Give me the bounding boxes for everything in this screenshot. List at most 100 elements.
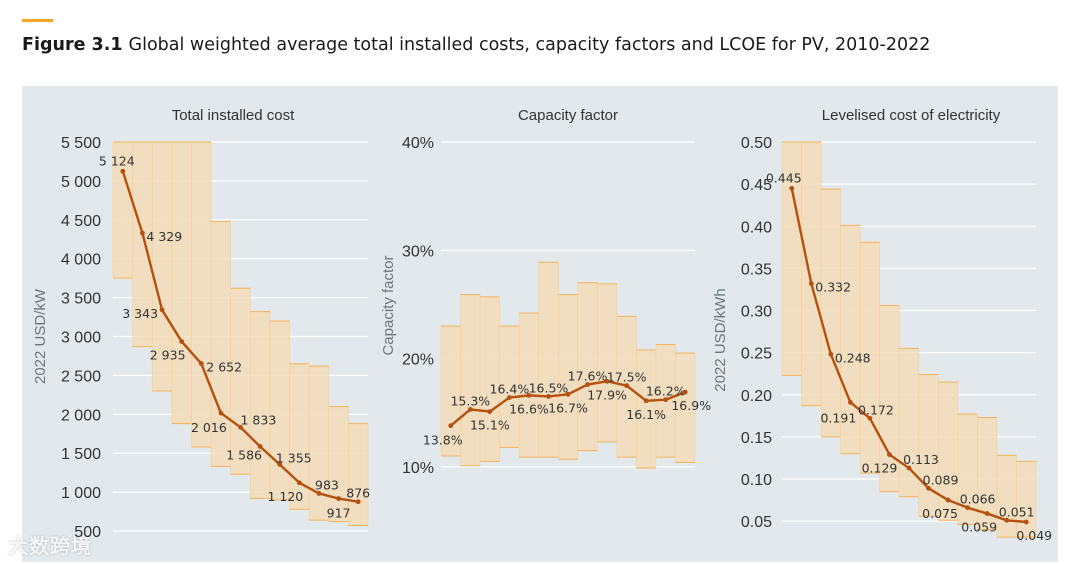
- data-label: 16.4%: [490, 382, 530, 397]
- data-label: 983: [315, 477, 339, 492]
- range-band-2014: [191, 141, 212, 448]
- y-tick-label: 3 500: [61, 291, 101, 308]
- figure-title: Figure 3.1 Global weighted average total …: [22, 35, 930, 55]
- data-label: 1 355: [276, 450, 312, 465]
- data-point-2017: [926, 485, 931, 491]
- range-band-2017: [577, 282, 598, 451]
- data-label: 17.9%: [587, 387, 627, 402]
- range-band-2018: [597, 283, 618, 443]
- data-point-2010: [448, 423, 454, 429]
- y-tick-label: 0.20: [741, 388, 772, 405]
- data-point-2018: [604, 378, 610, 384]
- y-tick-label: 4 500: [61, 213, 101, 230]
- y-tick-label: 5 000: [61, 174, 101, 191]
- data-point-2011: [808, 281, 814, 286]
- chart-title: Capacity factor: [518, 107, 618, 124]
- y-tick-label: 0.05: [741, 514, 772, 531]
- data-point-2015: [218, 410, 224, 416]
- data-label: 16.7%: [548, 400, 588, 415]
- data-point-2022: [355, 499, 361, 505]
- data-point-2019: [296, 480, 302, 486]
- data-label: 3 343: [122, 306, 158, 321]
- range-band-2015: [538, 261, 559, 458]
- data-label: 16.2%: [646, 384, 686, 399]
- data-label: 0.445: [766, 170, 802, 185]
- range-band-2017: [918, 374, 939, 517]
- data-point-2010: [789, 185, 795, 191]
- range-band-2016: [230, 287, 251, 475]
- data-point-2017: [257, 444, 263, 449]
- watermark: 大数跨境: [8, 534, 92, 558]
- data-label: 0.113: [903, 452, 939, 467]
- range-band-2020: [308, 365, 330, 521]
- data-label: 16.9%: [671, 398, 711, 413]
- data-label: 0.332: [815, 280, 851, 295]
- y-tick-label: 30%: [402, 243, 434, 260]
- data-point-2018: [945, 497, 951, 503]
- data-point-2020: [643, 398, 649, 404]
- data-label: 15.1%: [470, 418, 510, 433]
- y-tick-label: 10%: [402, 460, 434, 477]
- data-label: 0.248: [835, 350, 871, 365]
- data-point-2016: [906, 465, 912, 471]
- range-band-2012: [479, 296, 500, 462]
- data-point-2013: [179, 339, 185, 344]
- y-tick-label: 3 000: [61, 330, 101, 347]
- y-tick-label: 0.45: [741, 177, 772, 194]
- data-label: 2 016: [191, 420, 227, 435]
- data-point-2021: [336, 496, 341, 501]
- data-point-2011: [140, 230, 145, 236]
- y-tick-label: 0.30: [741, 304, 772, 321]
- data-point-2020: [984, 511, 990, 516]
- data-point-2016: [238, 424, 243, 430]
- range-band-2022: [348, 423, 369, 526]
- y-tick-label: 500: [74, 524, 101, 541]
- data-label: 16.6%: [509, 401, 549, 416]
- data-label: 876: [346, 486, 370, 501]
- data-label: 917: [327, 506, 351, 521]
- data-point-2014: [867, 415, 873, 421]
- data-label: 1 120: [267, 489, 303, 504]
- y-tick-label: 0.15: [741, 430, 772, 447]
- range-band-2011: [460, 294, 481, 467]
- figure-title-text: Global weighted average total installed …: [128, 35, 931, 55]
- y-tick-label: 0.40: [741, 219, 772, 236]
- range-band-2021: [328, 406, 349, 522]
- data-label: 16.1%: [626, 407, 666, 422]
- range-band-2013: [171, 141, 192, 424]
- data-label: 0.049: [1016, 528, 1052, 543]
- data-label: 0.059: [961, 520, 997, 535]
- data-label: 0.089: [923, 472, 959, 487]
- range-band-2012: [820, 188, 841, 438]
- data-point-2012: [159, 307, 165, 313]
- data-label: 0.075: [922, 506, 958, 521]
- y-tick-label: 2 000: [61, 407, 101, 424]
- range-band-2011: [801, 141, 822, 407]
- y-tick-label: 0.35: [741, 261, 772, 278]
- y-tick-label: 5 500: [61, 135, 101, 152]
- data-label: 0.172: [858, 402, 894, 417]
- data-point-2011: [467, 407, 473, 412]
- data-point-2014: [198, 361, 204, 366]
- data-label: 5 124: [99, 153, 135, 168]
- range-band-2021: [996, 455, 1017, 538]
- data-point-2012: [828, 351, 834, 357]
- data-label: 17.5%: [607, 370, 647, 385]
- data-label: 0.191: [820, 410, 856, 425]
- data-point-2013: [506, 395, 512, 400]
- data-label: 2 652: [206, 360, 242, 375]
- data-label: 0.129: [862, 461, 898, 476]
- data-label: 13.8%: [423, 433, 463, 448]
- y-tick-label: 2 500: [61, 368, 101, 385]
- data-point-2020: [316, 491, 322, 496]
- y-tick-label: 0.10: [741, 472, 772, 489]
- y-tick-label: 1 500: [61, 446, 101, 463]
- data-point-2021: [1004, 517, 1010, 523]
- data-label: 0.066: [960, 492, 996, 507]
- data-point-2022: [682, 389, 688, 395]
- data-point-2021: [663, 397, 669, 403]
- data-label: 2 935: [150, 348, 186, 363]
- y-axis-label: 2022 USD/kW: [32, 288, 49, 384]
- figure-label: Figure 3.1: [22, 35, 123, 55]
